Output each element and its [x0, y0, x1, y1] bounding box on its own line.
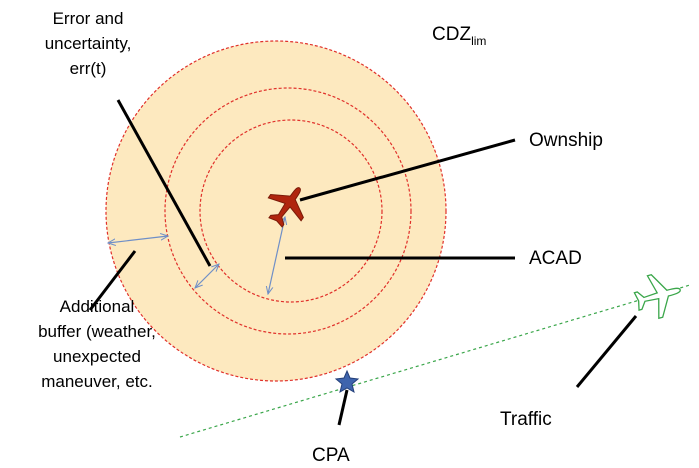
buffer-circle	[164, 87, 412, 335]
error-label: Error and	[53, 9, 124, 28]
acad-circle	[199, 119, 383, 303]
leader-lines	[88, 99, 638, 426]
error-label: uncertainty,	[45, 34, 132, 53]
ownship-label: Ownship	[529, 130, 603, 151]
ownship-aircraft	[267, 187, 304, 228]
cdz-sub: lim	[471, 34, 486, 48]
buffer-label: unexpected	[53, 347, 141, 366]
cpa-star	[334, 369, 360, 394]
error-label: err(t)	[70, 59, 107, 78]
cpa-label: CPA	[312, 445, 350, 466]
buffer-label: buffer (weather,	[38, 322, 156, 341]
traffic-aircraft	[633, 274, 681, 320]
buffer-label: Additional	[60, 297, 135, 316]
cdz-circle	[105, 40, 447, 382]
buffer-label: maneuver, etc.	[41, 372, 153, 391]
acad-label: ACAD	[529, 248, 582, 269]
distance-arrows	[108, 217, 285, 294]
cdz-label: CDZlim	[432, 24, 486, 48]
traffic-path	[179, 284, 691, 438]
cdz-main: CDZ	[432, 24, 471, 45]
traffic-label: Traffic	[500, 409, 552, 430]
